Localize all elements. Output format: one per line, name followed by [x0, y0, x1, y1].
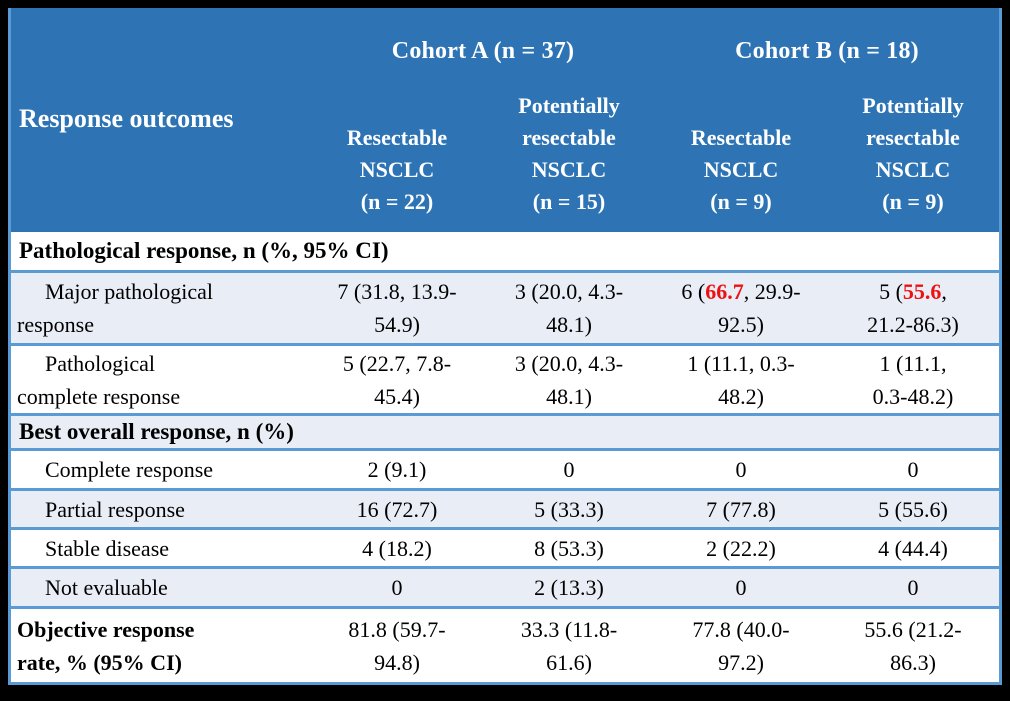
- table-cell: 1 (11.1, 0.3- 48.2): [687, 350, 795, 409]
- table-cell: 4 (44.4): [878, 535, 948, 561]
- table-cell: 5 (33.3): [534, 496, 604, 522]
- section-label: Best overall response, n (%): [19, 419, 294, 444]
- table-cell: 0: [391, 575, 403, 600]
- row-label: Major pathological response: [17, 279, 214, 337]
- column-header-resectable-a: Resectable NSCLC (n = 22): [346, 125, 448, 214]
- column-header-potentially-resectable-b: Potentially resectable NSCLC (n = 9): [862, 93, 964, 214]
- section-label: Pathological response, n (%, 95% CI): [19, 238, 389, 263]
- row-label: Partial response: [45, 496, 185, 522]
- table-cell: 6 (66.7, 29.9- 92.5): [655, 275, 827, 341]
- table-cell: 7 (77.8): [706, 496, 776, 522]
- row-label: Objective response rate, % (95% CI): [17, 616, 195, 675]
- table-cell: 7 (31.8, 13.9- 54.9): [337, 279, 457, 337]
- table-cell: 77.8 (40.0- 97.2): [692, 616, 790, 675]
- table-cell: 55.6 (21.2- 86.3): [864, 616, 962, 675]
- cohort-a-header: Cohort A (n = 37): [391, 38, 575, 64]
- table-row-not-evaluable: Not evaluable 0 2 (13.3) 0 0: [11, 566, 999, 606]
- table-row-pathological-complete-response: Pathological complete response 5 (22.7, …: [11, 343, 999, 413]
- table-row-complete-response: Complete response 2 (9.1) 0 0 0: [11, 448, 999, 488]
- response-outcomes-table: Cohort A (n = 37) Cohort B (n = 18) Resp…: [8, 8, 1002, 685]
- cell-text: 6 (: [681, 279, 706, 304]
- table-row-stable-disease: Stable disease 4 (18.2) 8 (53.3) 2 (22.2…: [11, 527, 999, 566]
- table-row-partial-response: Partial response 16 (72.7) 5 (33.3) 7 (7…: [11, 488, 999, 527]
- table-cell: 8 (53.3): [534, 535, 604, 561]
- highlighted-value: 66.7: [705, 279, 744, 304]
- table-cell: 3 (20.0, 4.3- 48.1): [514, 279, 624, 337]
- row-label: Not evaluable: [45, 575, 168, 600]
- table-cell: 3 (20.0, 4.3- 48.1): [514, 350, 624, 409]
- column-header-resectable-b: Resectable NSCLC (n = 9): [690, 125, 792, 214]
- table-cell: 0: [907, 457, 919, 482]
- table-row-major-pathological-response: Major pathological response 7 (31.8, 13.…: [11, 270, 999, 343]
- table-cell: 1 (11.1, 0.3-48.2): [872, 350, 954, 409]
- row-label: Complete response: [45, 457, 214, 482]
- column-header-row: Response outcomes Resectable NSCLC (n = …: [11, 90, 999, 232]
- row-label: Stable disease: [45, 535, 170, 561]
- table-cell: 2 (22.2): [706, 535, 776, 561]
- cohort-b-header: Cohort B (n = 18): [735, 38, 919, 64]
- highlighted-value: 55.6: [902, 279, 942, 304]
- cell-text: , 21.2-86.3): [867, 279, 959, 337]
- table-cell: 5 (55.6): [878, 496, 948, 522]
- table-cell: 5 (55.6, 21.2-86.3): [827, 275, 999, 341]
- table-cell: 0: [907, 575, 919, 600]
- table-cell: 0: [735, 457, 747, 482]
- table-header: Cohort A (n = 37) Cohort B (n = 18) Resp…: [11, 8, 999, 232]
- cell-text: , 29.9- 92.5): [718, 279, 801, 337]
- section-row-best-overall-response: Best overall response, n (%): [11, 413, 999, 448]
- table-cell: 2 (9.1): [367, 457, 427, 482]
- table-cell: 33.3 (11.8- 61.6): [520, 616, 618, 675]
- table-cell: 4 (18.2): [362, 535, 432, 561]
- row-label-header: Response outcomes: [19, 104, 234, 133]
- row-label: Pathological complete response: [17, 350, 181, 409]
- table-cell: 16 (72.7): [356, 496, 438, 522]
- table-cell: 0: [563, 457, 575, 482]
- table-row-objective-response-rate: Objective response rate, % (95% CI) 81.8…: [11, 606, 999, 682]
- table-cell: 81.8 (59.7- 94.8): [348, 616, 446, 675]
- section-row-pathological-response: Pathological response, n (%, 95% CI): [11, 232, 999, 270]
- table-cell: 0: [735, 575, 747, 600]
- cell-text: 5 (: [879, 279, 903, 304]
- column-header-potentially-resectable-a: Potentially resectable NSCLC (n = 15): [518, 93, 620, 214]
- table-cell: 5 (22.7, 7.8- 45.4): [342, 350, 452, 409]
- table-cell: 2 (13.3): [534, 575, 604, 600]
